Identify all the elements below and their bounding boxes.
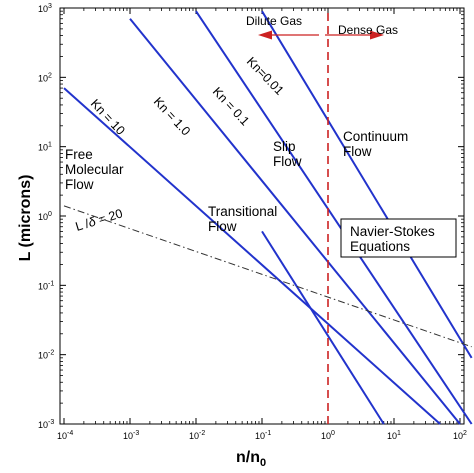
y-tick-base: 10 (38, 4, 48, 14)
free-molecular-line-3: Flow (65, 177, 94, 192)
navier-stokes-line-1: Navier-Stokes (350, 224, 435, 239)
dilute-arrowhead (258, 30, 272, 40)
y-tick-label: 103 (38, 3, 52, 14)
x-tick-labels: 10-4 10-3 10-2 10-1 100 101 102 (57, 430, 467, 441)
y-tick-base: 10 (38, 281, 48, 291)
y-tick-base: 10 (38, 143, 48, 153)
transitional-line-1: Transitional (208, 204, 277, 219)
y-tick-base: 10 (38, 212, 48, 222)
y-tick-exp: 1 (48, 142, 52, 149)
kn-10-label: Kn = 10 (88, 96, 128, 137)
y-tick-label: 10-2 (38, 350, 54, 361)
y-tick-exp: -2 (48, 350, 54, 357)
continuum-line-2: Flow (343, 144, 372, 159)
dense-arrowhead (370, 30, 384, 40)
x-tick-label: 100 (321, 430, 335, 441)
l-delta-symbol: δ (87, 214, 99, 230)
dilute-gas-label: Dilute Gas (246, 14, 302, 28)
y-tick-exp: 3 (48, 3, 52, 10)
x-tick-base: 10 (57, 431, 67, 441)
series-line-2 (129, 18, 461, 425)
y-tick-base: 10 (38, 351, 48, 361)
navier-stokes-label: Navier-Stokes Equations (350, 224, 439, 254)
free-molecular-label: Free Molecular Flow (65, 147, 127, 192)
y-tick-label: 10-1 (38, 280, 54, 291)
l-delta-label: L /δ = 20 (74, 206, 125, 234)
x-tick-exp: 1 (397, 430, 401, 437)
y-tick-base: 10 (38, 420, 48, 430)
x-tick-exp: -2 (199, 430, 205, 437)
x-axis-title: n/n0 (236, 449, 266, 469)
series-line-6 (63, 205, 472, 348)
slip-line-1: Slip (273, 139, 296, 154)
x-tick-label: 10-2 (189, 430, 205, 441)
x-tick-label: 10-4 (57, 430, 73, 441)
x-axis-title-main: n/n (236, 449, 260, 466)
x-tick-exp: 2 (463, 430, 467, 437)
minor-ticks (60, 8, 464, 424)
y-tick-exp: -3 (48, 419, 54, 426)
continuum-line-1: Continuum (343, 129, 408, 144)
x-tick-base: 10 (255, 431, 265, 441)
y-tick-label: 101 (38, 142, 52, 153)
y-tick-label: 100 (38, 211, 52, 222)
l-delta-main: L / (74, 216, 91, 233)
continuum-label: Continuum Flow (343, 129, 412, 159)
x-tick-exp: -1 (265, 430, 271, 437)
free-molecular-line-1: Free (65, 147, 93, 162)
transitional-label: Transitional Flow (208, 204, 281, 234)
series-lines (63, 8, 473, 425)
x-tick-label: 10-3 (123, 430, 139, 441)
slip-flow-label: Slip Flow (273, 139, 302, 169)
x-tick-exp: 0 (331, 430, 335, 437)
x-tick-label: 101 (387, 430, 401, 441)
dense-gas-label: Dense Gas (338, 23, 398, 37)
y-tick-exp: 2 (48, 72, 52, 79)
x-tick-label: 10-1 (255, 430, 271, 441)
y-tick-base: 10 (38, 73, 48, 83)
transitional-line-2: Flow (208, 219, 237, 234)
navier-stokes-line-2: Equations (350, 239, 410, 254)
free-molecular-line-2: Molecular (65, 162, 124, 177)
slip-line-2: Flow (273, 154, 302, 169)
x-tick-base: 10 (453, 431, 463, 441)
x-tick-exp: -4 (67, 430, 73, 437)
x-axis-title-sub: 0 (260, 457, 266, 469)
kn-1-label: Kn = 1.0 (151, 94, 193, 138)
series-line-1 (63, 87, 441, 425)
major-ticks (60, 7, 464, 425)
y-tick-exp: 0 (48, 211, 52, 218)
navier-stokes-box (340, 218, 457, 258)
kn-01-label: Kn = 0.1 (210, 84, 252, 128)
series-line-4 (261, 10, 473, 359)
x-tick-exp: -3 (133, 430, 139, 437)
y-tick-label: 10-3 (38, 419, 54, 430)
x-tick-label: 102 (453, 430, 467, 441)
x-tick-base: 10 (123, 431, 133, 441)
x-tick-base: 10 (189, 431, 199, 441)
y-tick-exp: -1 (48, 280, 54, 287)
x-tick-base: 10 (387, 431, 397, 441)
gas-arrows: Dilute Gas Dense Gas (246, 14, 398, 40)
x-tick-base: 10 (321, 431, 331, 441)
series-line-5 (261, 230, 385, 425)
y-axis-title: L (microns) (17, 175, 34, 262)
series-line-3 (195, 10, 473, 425)
y-tick-label: 102 (38, 72, 52, 83)
